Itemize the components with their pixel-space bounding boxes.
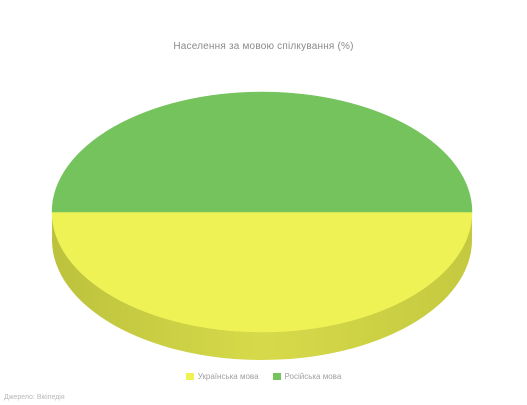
pie-slice-2	[51, 91, 473, 213]
legend-label: Українська мова	[197, 372, 259, 381]
legend-item-2: Російська мова	[272, 372, 342, 381]
pie-slice-1	[51, 211, 473, 333]
legend-swatch	[185, 373, 194, 380]
legend-item-1: Українська мова	[185, 372, 259, 381]
legend: Українська мова Російська мова	[0, 372, 527, 381]
chart-title: Населення за мовою спілкування (%)	[173, 41, 354, 52]
source-note: Джерело: Вікіпедія	[4, 394, 65, 401]
pie-side	[52, 212, 472, 360]
legend-swatch	[272, 373, 281, 380]
legend-label: Російська мова	[284, 372, 342, 381]
